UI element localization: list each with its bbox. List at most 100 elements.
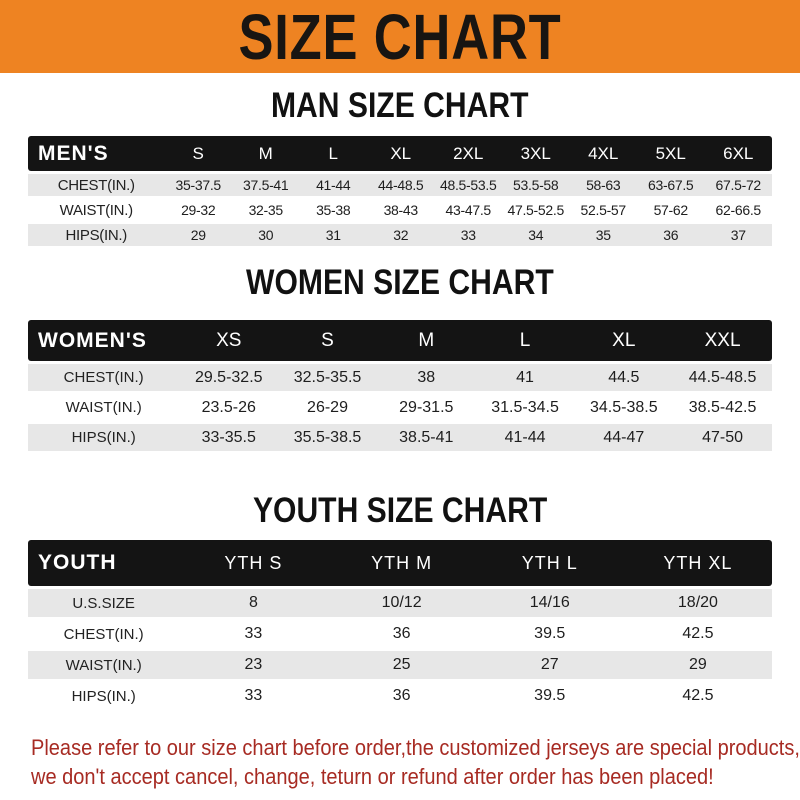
table-row: HIPS(IN.) 33-35.5 35.5-38.5 38.5-41 41-44 44-… <box>28 421 772 451</box>
size-column-header: 4XL <box>569 136 637 171</box>
table-cell: 35.5-38.5 <box>278 421 377 451</box>
table-cell: 38 <box>376 361 476 391</box>
table-cell: 34 <box>501 221 570 246</box>
table-cell: 57-62 <box>636 196 705 221</box>
row-label: CHEST(IN.) <box>28 617 180 648</box>
table-cell: 44-48.5 <box>366 171 435 196</box>
table-cell: 26-29 <box>278 391 377 421</box>
table-cell: 43-47.5 <box>434 196 502 221</box>
size-column-header: S <box>278 320 377 361</box>
disclaimer-line-2: we don't accept cancel, change, teturn o… <box>31 764 714 789</box>
table-cell: 58-63 <box>569 171 637 196</box>
youth-size-table: YOUTH YTH S YTH M YTH L YTH XL U.S.SIZE 8 10/12… <box>28 540 772 710</box>
table-row: CHEST(IN.) 29.5-32.5 32.5-35.5 38 41 44.5 44.5… <box>28 361 772 391</box>
size-column-header: M <box>376 320 476 361</box>
table-cell: 31 <box>299 221 367 246</box>
table-cell: 33 <box>434 221 502 246</box>
row-label: U.S.SIZE <box>28 586 180 617</box>
table-cell: 47-50 <box>673 421 772 451</box>
table-cell: 23.5-26 <box>179 391 279 421</box>
size-column-header: 3XL <box>501 136 570 171</box>
table-cell: 34.5-38.5 <box>574 391 674 421</box>
size-column-header: M <box>231 136 300 171</box>
table-row: HIPS(IN.) 33 36 39.5 42.5 <box>28 679 772 710</box>
table-cell: 32-35 <box>231 196 300 221</box>
table-cell: 37.5-41 <box>231 171 300 196</box>
table-cell: 30 <box>231 221 300 246</box>
size-column-header: 5XL <box>636 136 705 171</box>
table-header-row: WOMEN'S XS S M L XL XXL <box>28 320 772 361</box>
size-column-header: XS <box>179 320 279 361</box>
youth-chart-heading: YOUTH SIZE CHART <box>0 491 800 530</box>
table-cell: 36 <box>327 617 476 648</box>
table-cell: 23 <box>179 648 328 679</box>
size-column-header: L <box>299 136 367 171</box>
table-row: CHEST(IN.) 33 36 39.5 42.5 <box>28 617 772 648</box>
table-cell: 35 <box>569 221 637 246</box>
men-size-table: MEN'S S M L XL 2XL 3XL 4XL 5XL 6XL CHEST(IN.) 35-37… <box>28 136 772 246</box>
size-column-header: YTH XL <box>623 540 772 586</box>
table-cell: 37 <box>704 221 772 246</box>
size-column-header: XL <box>366 136 435 171</box>
size-column-header: YTH S <box>179 540 328 586</box>
table-cell: 14/16 <box>475 586 624 617</box>
table-cell: 33 <box>179 679 328 710</box>
row-label: WAIST(IN.) <box>28 648 180 679</box>
table-cell: 41-44 <box>299 171 367 196</box>
men-chart-heading: MAN SIZE CHART <box>0 86 800 125</box>
row-label: HIPS(IN.) <box>28 679 180 710</box>
table-cell: 32 <box>366 221 435 246</box>
youth-chart-heading-text: YOUTH SIZE CHART <box>252 491 548 530</box>
table-header-label: MEN'S <box>28 136 165 171</box>
table-cell: 41-44 <box>475 421 575 451</box>
table-cell: 47.5-52.5 <box>501 196 570 221</box>
table-cell: 67.5-72 <box>704 171 772 196</box>
row-label: CHEST(IN.) <box>28 171 165 196</box>
women-chart-heading: WOMEN SIZE CHART <box>0 265 800 300</box>
table-cell: 44-47 <box>574 421 674 451</box>
table-cell: 29.5-32.5 <box>179 361 279 391</box>
size-column-header: YTH L <box>475 540 624 586</box>
table-cell: 35-38 <box>299 196 367 221</box>
row-label: HIPS(IN.) <box>28 221 165 246</box>
table-cell: 29-32 <box>164 196 232 221</box>
table-cell: 41 <box>475 361 575 391</box>
table-cell: 62-66.5 <box>704 196 772 221</box>
table-row: HIPS(IN.) 29 30 31 32 33 34 35 36 37 <box>28 221 772 246</box>
table-cell: 35-37.5 <box>164 171 232 196</box>
size-column-header: 6XL <box>704 136 772 171</box>
table-row: WAIST(IN.) 29-32 32-35 35-38 38-43 43-47.5 47.… <box>28 196 772 221</box>
size-column-header: XXL <box>673 320 772 361</box>
table-row: CHEST(IN.) 35-37.5 37.5-41 41-44 44-48.5 48.5… <box>28 171 772 196</box>
table-row: WAIST(IN.) 23 25 27 29 <box>28 648 772 679</box>
table-cell: 33-35.5 <box>179 421 279 451</box>
table-header-label: YOUTH <box>28 540 180 586</box>
table-cell: 25 <box>327 648 476 679</box>
size-column-header: 2XL <box>434 136 502 171</box>
table-cell: 39.5 <box>475 679 624 710</box>
table-cell: 18/20 <box>623 586 772 617</box>
table-cell: 44.5 <box>574 361 674 391</box>
table-cell: 38.5-41 <box>376 421 476 451</box>
table-cell: 52.5-57 <box>569 196 637 221</box>
table-row: WAIST(IN.) 23.5-26 26-29 29-31.5 31.5-34.5 34… <box>28 391 772 421</box>
size-chart-banner: SIZE CHART <box>0 0 800 73</box>
table-cell: 42.5 <box>623 617 772 648</box>
size-column-header: XL <box>574 320 674 361</box>
women-size-table: WOMEN'S XS S M L XL XXL CHEST(IN.) 29.5-32.5 32.5… <box>28 320 772 451</box>
disclaimer-note: Please refer to our size chart before or… <box>0 733 800 791</box>
table-cell: 29 <box>164 221 232 246</box>
row-label: HIPS(IN.) <box>28 421 180 451</box>
disclaimer-line-1: Please refer to our size chart before or… <box>31 735 800 760</box>
table-cell: 63-67.5 <box>636 171 705 196</box>
table-cell: 42.5 <box>623 679 772 710</box>
size-column-header: YTH M <box>327 540 476 586</box>
table-cell: 53.5-58 <box>501 171 570 196</box>
table-cell: 39.5 <box>475 617 624 648</box>
table-cell: 29-31.5 <box>376 391 476 421</box>
men-chart-heading-text: MAN SIZE CHART <box>271 86 529 125</box>
table-cell: 29 <box>623 648 772 679</box>
table-cell: 36 <box>327 679 476 710</box>
youth-size-chart-section: YOUTH SIZE CHART YOUTH YTH S YTH M YTH L YTH… <box>0 491 800 710</box>
table-row: U.S.SIZE 8 10/12 14/16 18/20 <box>28 586 772 617</box>
